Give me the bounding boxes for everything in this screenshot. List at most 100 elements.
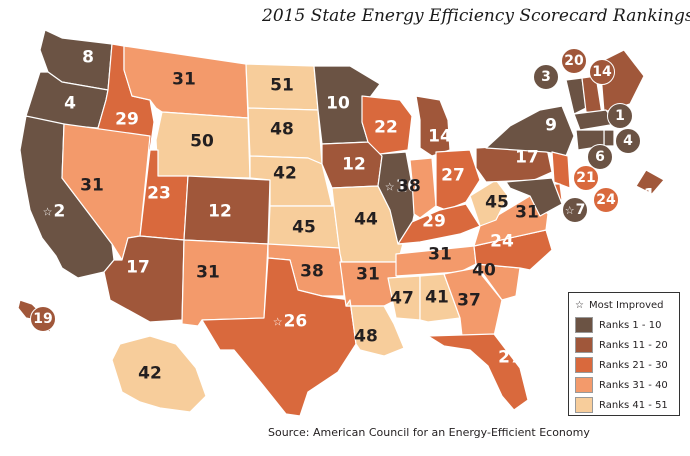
rank-value: 31 — [80, 175, 104, 196]
rank-label-az: 17 — [126, 257, 150, 278]
legend-swatch — [575, 357, 593, 373]
rank-value: 27 — [498, 347, 522, 368]
rank-value: 12 — [208, 201, 232, 222]
rank-label-mo: 44 — [354, 209, 378, 230]
legend-label: Ranks 1 - 10 — [599, 319, 662, 331]
rank-value: 4 — [623, 133, 633, 149]
rank-value: 19 — [33, 311, 53, 327]
rank-label-ks: 45 — [292, 217, 316, 238]
rank-label-nd: 51 — [270, 75, 294, 96]
rank-value: 45 — [485, 192, 509, 213]
rank-value: 29 — [422, 211, 446, 232]
rank-value: 45 — [292, 217, 316, 238]
star-outline-icon: ☆ — [575, 299, 584, 311]
state-wi — [361, 95, 413, 155]
rank-label-or: 4 — [64, 93, 76, 114]
state-la — [345, 299, 405, 357]
rank-value: 22 — [374, 117, 398, 138]
legend: ☆ Most Improved Ranks 1 - 10 Ranks 11 - 2… — [568, 292, 680, 416]
rank-value: 2 — [53, 201, 66, 222]
rank-value: 17 — [126, 257, 150, 278]
star-outline-icon: ☆ — [272, 315, 283, 328]
state-nj — [551, 151, 571, 189]
legend-most-improved-label: Most Improved — [588, 299, 664, 311]
star-outline-icon: ☆ — [632, 189, 643, 202]
rank-label-ms: 47 — [390, 288, 414, 309]
state-ky — [397, 203, 481, 245]
rank-label-nj: 21 — [573, 165, 599, 191]
rank-label-wy: 50 — [190, 131, 214, 152]
state-tx — [201, 257, 357, 417]
legend-most-improved: ☆ Most Improved — [575, 297, 673, 313]
star-outline-icon: ☆ — [42, 205, 53, 218]
state-md — [505, 177, 563, 217]
legend-label: Ranks 31 - 40 — [599, 379, 668, 391]
rank-value: 38 — [300, 261, 324, 282]
legend-swatch — [575, 377, 593, 393]
state-al — [419, 273, 461, 323]
state-oh — [435, 149, 481, 211]
rank-value: 42 — [273, 163, 297, 184]
legend-items: Ranks 1 - 10 Ranks 11 - 20 Ranks 21 - 30 Ra… — [575, 315, 673, 415]
rank-label-ut: 23 — [147, 185, 171, 203]
rank-value: 31 — [172, 69, 196, 90]
rank-value: 38 — [397, 176, 421, 197]
state-va — [473, 195, 549, 247]
rank-value: 1 — [615, 108, 625, 124]
rank-label-sd: 48 — [270, 119, 294, 140]
rank-label-me: 14 — [589, 59, 615, 85]
rank-label-tx: ☆26 — [272, 313, 308, 331]
rank-value: 3 — [541, 69, 551, 85]
legend-item: Ranks 41 - 51 — [575, 395, 673, 415]
rank-value: 47 — [390, 288, 414, 309]
rank-label-wi: 22 — [374, 117, 398, 138]
rank-label-id: 29 — [115, 111, 139, 129]
rank-label-hi: 19 — [30, 306, 56, 332]
rank-value: 48 — [354, 326, 378, 347]
rank-value: 31 — [356, 264, 380, 285]
rank-value: 7 — [575, 202, 586, 218]
rank-value: 44 — [354, 209, 378, 230]
legend-label: Ranks 11 - 20 — [599, 339, 668, 351]
rank-label-wa: 8 — [82, 49, 94, 67]
rank-label-ky: 29 — [422, 211, 446, 232]
source-note: Source: American Council for an Energy-E… — [268, 426, 590, 439]
rank-label-co: 12 — [208, 201, 232, 222]
rank-value: 20 — [564, 53, 584, 69]
rank-value: 48 — [270, 119, 294, 140]
rank-label-sc: 40 — [472, 262, 496, 280]
star-outline-icon: ☆ — [564, 203, 575, 217]
rank-value: 4 — [64, 93, 76, 114]
legend-label: Ranks 41 - 51 — [599, 399, 668, 411]
rank-label-nv: 31 — [80, 175, 104, 196]
rank-value: 12 — [342, 154, 366, 175]
rank-label-mn: 10 — [326, 95, 350, 113]
rank-value: 10 — [395, 176, 420, 197]
state-wv — [469, 179, 509, 227]
legend-swatch — [575, 397, 593, 413]
rank-value: 14 — [643, 185, 668, 206]
legend-label: Ranks 21 - 30 — [599, 359, 668, 371]
rank-label-ga: 37 — [457, 290, 481, 311]
rank-value: 50 — [190, 131, 214, 152]
rank-label-il: ☆10 — [385, 176, 420, 197]
rank-label-ca: ☆2 — [42, 201, 66, 222]
rank-value: 51 — [270, 75, 294, 96]
rank-label-oh: 27 — [441, 167, 465, 185]
rank-label-pa: 17 — [515, 149, 539, 167]
rank-label-ak: 42 — [138, 365, 162, 383]
rank-label-fl: 27 — [498, 347, 522, 368]
rank-value: 9 — [545, 115, 557, 136]
rank-label-in: 38 — [397, 176, 421, 197]
rank-value: 24 — [490, 231, 514, 252]
legend-item: Ranks 21 - 30 — [575, 355, 673, 375]
state-ak — [111, 335, 207, 413]
rank-value: 37 — [457, 290, 481, 311]
rank-label-la: 48 — [354, 326, 378, 347]
rank-label-mi: 14 — [428, 128, 452, 146]
rank-label-ar: 31 — [356, 264, 380, 285]
rank-label-nm: 31 — [196, 264, 220, 282]
map-title: 2015 State Energy Efficiency Scorecard R… — [262, 6, 690, 26]
rank-label-nh: 20 — [561, 48, 587, 74]
rank-label-vt: 3 — [533, 64, 559, 90]
